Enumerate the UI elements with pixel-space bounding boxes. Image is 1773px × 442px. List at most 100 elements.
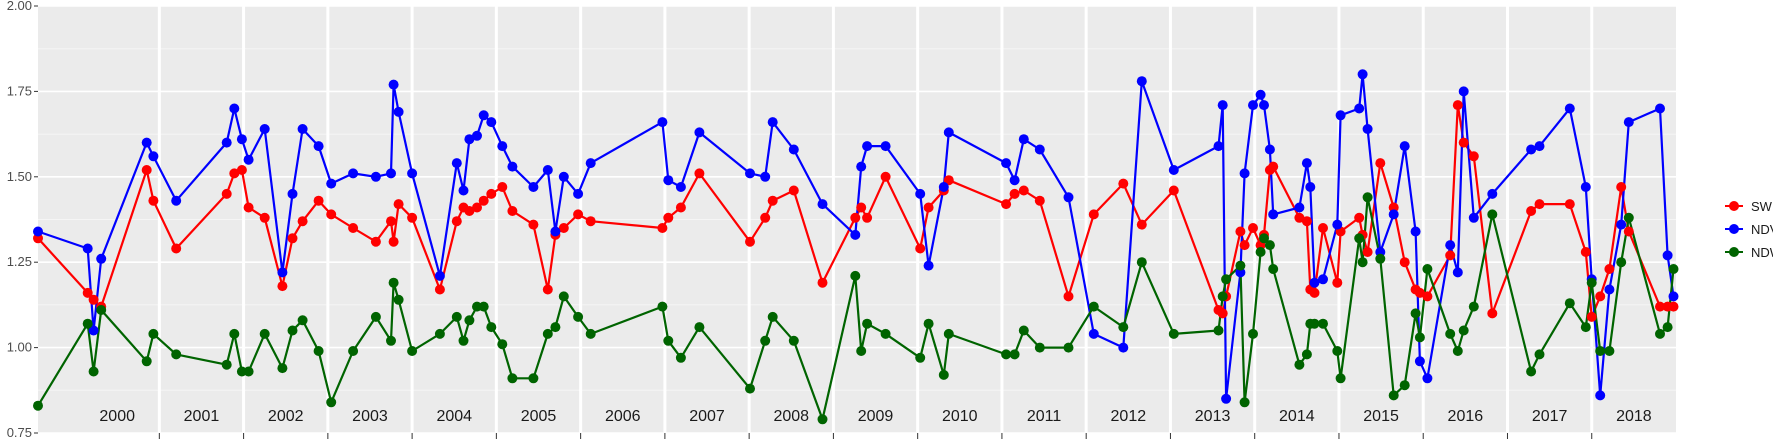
swir-point — [558, 223, 569, 233]
ndwi-point — [1088, 301, 1099, 312]
swir-point — [1623, 226, 1634, 237]
year-label: 2003 — [352, 408, 388, 425]
swir-point — [1445, 250, 1456, 261]
swir-point — [1268, 161, 1279, 172]
ndwi-point — [1452, 346, 1463, 356]
swir-point — [1168, 185, 1179, 196]
swir-point — [388, 236, 399, 247]
y-tick-label: 1.50 — [7, 169, 32, 184]
swir-point — [573, 209, 584, 220]
ndvi-point — [1668, 291, 1679, 302]
ndvi-point — [1168, 165, 1179, 175]
ndvi-point — [221, 137, 232, 148]
swir-point — [478, 195, 489, 206]
ndwi-point — [1268, 264, 1279, 274]
swir-point — [1526, 206, 1537, 216]
ndvi-point — [1217, 100, 1228, 111]
ndvi-point — [88, 325, 99, 336]
ndwi-point — [388, 277, 399, 288]
legend-label-ndvi: NDVI — [1751, 222, 1773, 237]
swir-point — [236, 165, 247, 175]
swir-point — [663, 212, 674, 223]
swir-point — [856, 202, 867, 213]
swir-point — [788, 185, 799, 196]
ndwi-point — [82, 318, 93, 329]
ndvi-point — [850, 229, 861, 240]
ndvi-point — [923, 260, 934, 271]
ndwi-point — [1399, 380, 1410, 391]
ndvi-point — [326, 178, 337, 189]
ndvi-point — [313, 141, 324, 152]
ndvi-point — [1414, 356, 1425, 367]
ndwi-point — [943, 328, 954, 339]
swir-point — [1487, 308, 1498, 319]
ndvi-point — [1034, 144, 1045, 155]
ndvi-point — [472, 130, 482, 141]
ndvi-point — [388, 79, 399, 90]
legend-marker-ndwi — [1729, 247, 1739, 257]
swir-point — [1534, 199, 1545, 210]
ndvi-point — [767, 117, 778, 128]
swir-point — [1388, 202, 1399, 213]
swir-point — [1239, 240, 1250, 251]
swir-point — [694, 168, 705, 179]
swir-point — [451, 216, 462, 227]
ndvi-point — [141, 137, 152, 148]
ndwi-point — [880, 328, 891, 339]
ndvi-point — [1534, 141, 1545, 152]
swir-point — [675, 202, 686, 213]
ndwi-point — [1235, 260, 1246, 271]
ndwi-point — [788, 335, 799, 346]
swir-point — [1009, 188, 1020, 199]
ndwi-point — [96, 305, 107, 315]
ndwi-point — [1586, 277, 1597, 288]
ndwi-point — [386, 335, 396, 346]
swir-point — [862, 212, 873, 223]
ndvi-point — [1301, 158, 1312, 169]
swir-point — [277, 281, 288, 292]
ndwi-point — [657, 301, 668, 312]
ndvi-point — [1239, 168, 1250, 179]
ndvi-point — [259, 124, 270, 134]
ndwi-point — [915, 352, 926, 363]
ndwi-point — [1414, 332, 1425, 343]
swir-point — [1422, 291, 1433, 302]
ndwi-point — [1662, 322, 1673, 333]
ndvi-point — [243, 154, 254, 165]
year-label: 2007 — [689, 408, 725, 425]
ndwi-point — [767, 311, 778, 322]
ndvi-point — [1595, 390, 1606, 401]
ndvi-point — [370, 171, 381, 182]
ndwi-point — [856, 346, 867, 356]
ndvi-point — [1564, 103, 1575, 114]
ndvi-point — [478, 110, 489, 121]
ndvi-point — [1354, 103, 1365, 114]
ndwi-point — [1221, 274, 1232, 285]
ndvi-point — [1388, 209, 1399, 220]
ndvi-point — [1213, 141, 1224, 152]
ndwi-point — [938, 369, 949, 380]
ndwi-point — [1034, 342, 1045, 353]
ndvi-point — [486, 117, 497, 128]
ndwi-point — [1259, 233, 1269, 244]
legend-label-swir: SWIR — [1751, 199, 1773, 214]
ndwi-point — [297, 315, 308, 326]
swir-point — [82, 287, 93, 298]
ndwi-point — [550, 322, 561, 333]
ndwi-point — [542, 328, 553, 339]
year-label: 2002 — [268, 408, 304, 425]
ndwi-point — [434, 328, 445, 339]
y-axis: 0.75 1.00 1.25 1.50 1.75 2.00 — [7, 0, 1593, 440]
ndvi-point — [236, 134, 247, 145]
year-label: 2008 — [773, 408, 809, 425]
ndvi-point — [1655, 103, 1665, 114]
ndwi-point — [862, 318, 873, 329]
ndvi-point — [1604, 284, 1615, 295]
ndwi-point — [458, 335, 469, 346]
swir-point — [497, 182, 508, 192]
ndwi-point — [528, 373, 539, 384]
ndwi-point — [1118, 322, 1129, 333]
swir-point — [434, 284, 445, 295]
ndwi-point — [1604, 346, 1615, 356]
ndwi-point — [287, 325, 298, 336]
